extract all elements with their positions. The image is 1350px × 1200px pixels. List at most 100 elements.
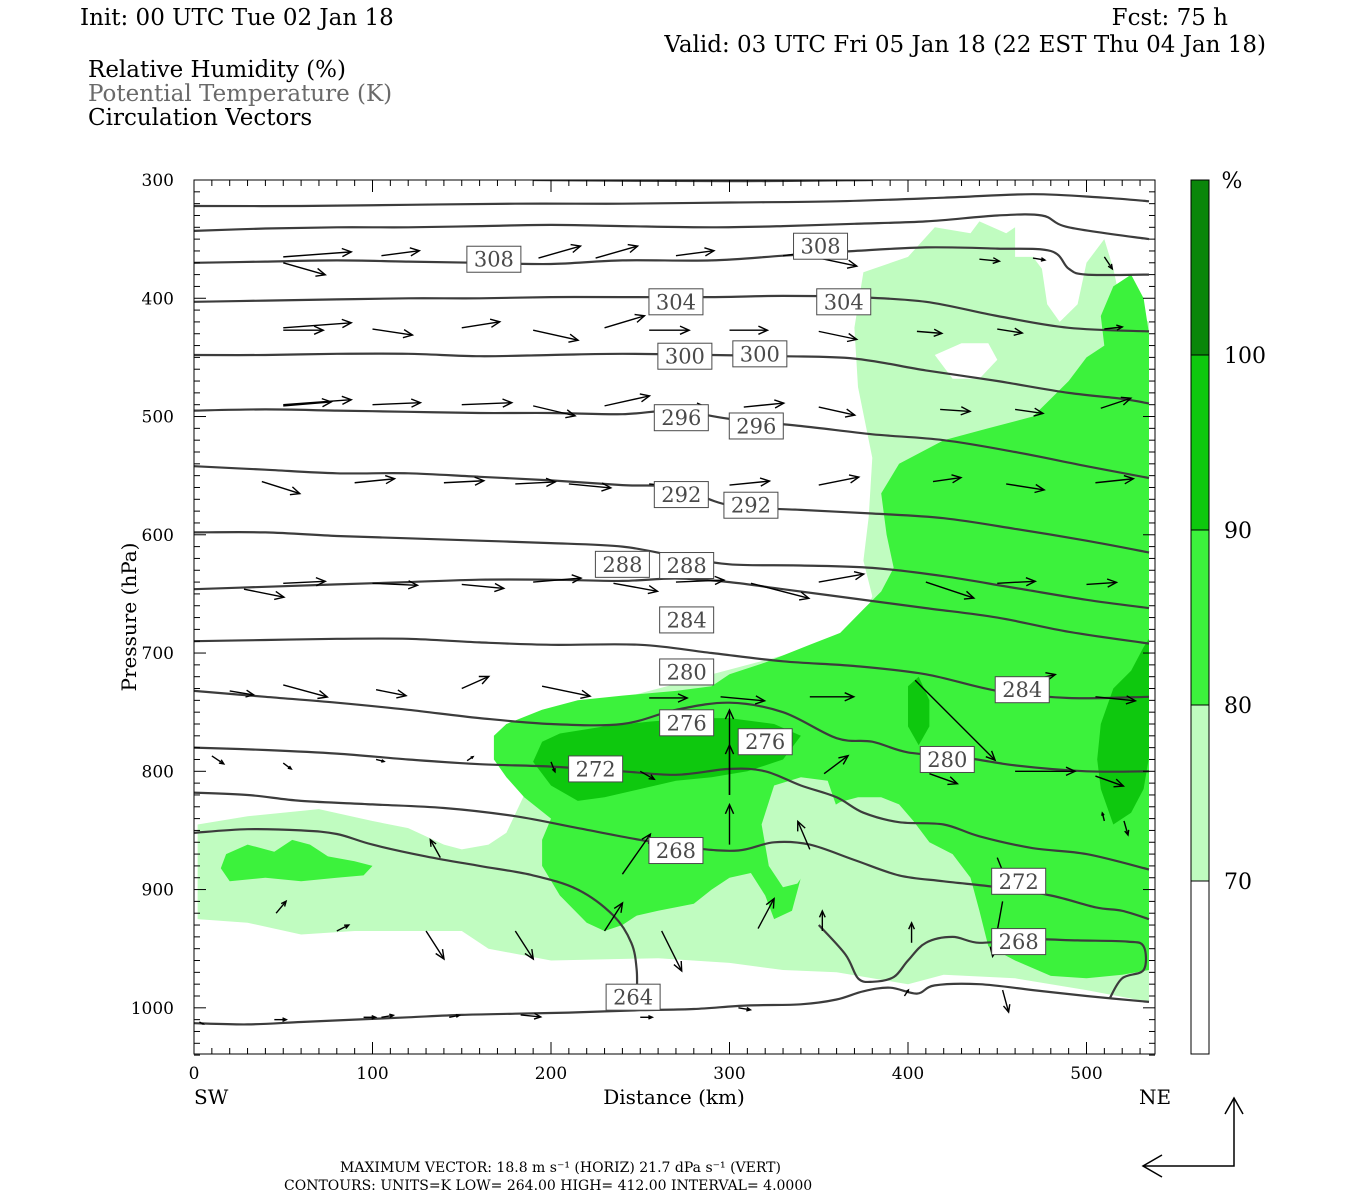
contour-label-text: 284 xyxy=(1002,678,1042,702)
circulation-vector xyxy=(282,762,293,771)
circulation-vector xyxy=(538,243,583,259)
circulation-vector xyxy=(823,754,850,775)
circulation-vector xyxy=(604,393,652,407)
circulation-vector xyxy=(729,325,770,335)
contour-label: 284 xyxy=(994,676,1050,704)
circulation-vector xyxy=(550,761,556,774)
contour-info-note: CONTOURS: UNITS=K LOW= 264.00 HIGH= 412.… xyxy=(284,1178,812,1194)
axis-layer: 300 400 500 600 700 800 900 1000 0 100 200 300 400 50… xyxy=(131,171,1155,1084)
rh-region-80-4 xyxy=(761,777,837,888)
colorbar-segment xyxy=(1191,705,1209,881)
circulation-vector xyxy=(354,474,397,485)
circulation-vector xyxy=(914,679,997,762)
contour-label-text: 276 xyxy=(667,711,707,735)
circulation-vector xyxy=(675,247,716,257)
circulation-vector xyxy=(797,819,811,850)
circulation-vector xyxy=(675,575,726,586)
field-label-theta: Potential Temperature (K) xyxy=(88,81,392,107)
theta-contour-312 xyxy=(194,246,1150,277)
colorbar-segment xyxy=(1191,180,1209,355)
circulation-vector xyxy=(757,897,775,929)
circulation-vector xyxy=(818,330,859,343)
contour-label: 268 xyxy=(991,928,1047,956)
contour-label: 292 xyxy=(653,481,709,509)
y-tick-label: 1000 xyxy=(131,999,174,1019)
colorbar-label: 90 xyxy=(1224,519,1252,544)
circulation-vector xyxy=(932,474,963,484)
contour-label: 276 xyxy=(737,728,793,756)
circulation-vector xyxy=(603,901,624,932)
circulation-vector xyxy=(211,755,226,765)
rh-region-70-1 xyxy=(934,343,998,379)
circulation-vector xyxy=(520,1012,543,1020)
contour-label: 300 xyxy=(732,340,788,368)
circulation-vector xyxy=(283,684,329,700)
circulation-vector xyxy=(1015,407,1045,417)
circulation-vector xyxy=(908,921,916,943)
contour-label: 288 xyxy=(594,550,650,578)
circulation-vector xyxy=(1101,811,1106,822)
contour-label-text: 264 xyxy=(613,986,653,1010)
circulation-vector xyxy=(381,247,422,257)
y-tick-label: 900 xyxy=(142,881,174,901)
circulation-vector xyxy=(466,755,475,762)
circulation-vector xyxy=(283,395,354,406)
x-tick-label: 400 xyxy=(892,1064,924,1084)
contour-label-text: 296 xyxy=(736,414,776,438)
circulation-vector xyxy=(461,318,502,329)
plot-frame xyxy=(193,179,1156,1055)
y-axis-title: Pressure (hPa) xyxy=(117,543,141,692)
x-tick-label: 100 xyxy=(356,1064,388,1084)
contour-label-text: 300 xyxy=(665,345,705,369)
contour-label-text: 272 xyxy=(576,757,616,781)
circulation-vector xyxy=(604,313,647,329)
circulation-vector xyxy=(443,476,486,486)
circulation-vector xyxy=(809,692,856,702)
circulation-vector xyxy=(514,930,535,961)
colorbar-label: 100 xyxy=(1224,344,1266,369)
contour-label-text: 288 xyxy=(602,553,642,577)
circulation-vector xyxy=(649,325,691,335)
circulation-vector xyxy=(724,708,735,795)
max-vector-note: MAXIMUM VECTOR: 18.8 m s⁻¹ (HORIZ) 21.7 … xyxy=(340,1160,781,1176)
circulation-vector xyxy=(568,482,613,492)
vector-layer xyxy=(199,243,1138,1025)
y-tick-label: 800 xyxy=(142,762,174,782)
circulation-vector xyxy=(532,329,580,343)
x-tick-label: 500 xyxy=(1070,1064,1102,1084)
colorbar-segment xyxy=(1191,530,1209,705)
contour-label-text: 276 xyxy=(745,730,785,754)
circulation-vector xyxy=(429,838,441,858)
circulation-vector xyxy=(199,1021,205,1025)
circulation-vector xyxy=(532,405,577,419)
contour-label: 292 xyxy=(723,491,779,519)
colorbar: 70 80 90 100 xyxy=(1190,179,1266,1055)
circulation-vector xyxy=(1104,324,1125,331)
x-end-label-sw: SW xyxy=(194,1085,229,1109)
circulation-vector xyxy=(724,802,735,845)
y-tick-label: 400 xyxy=(142,289,174,309)
contour-label-text: 280 xyxy=(667,660,707,684)
colorbar-frame xyxy=(1190,179,1210,1055)
contour-label-text: 292 xyxy=(661,483,701,507)
circulation-vector xyxy=(743,399,786,409)
circulation-vector xyxy=(1032,257,1047,262)
circulation-vector xyxy=(336,924,351,932)
contour-label: 296 xyxy=(728,412,784,440)
circulation-vector xyxy=(1095,695,1138,705)
plot-area: 308 308 304 304 300 300 296 296 292 292 288 288 284 2… xyxy=(194,180,1150,1026)
circulation-vector xyxy=(461,398,514,408)
circulation-vector xyxy=(261,480,302,496)
x-tick-label: 200 xyxy=(535,1064,567,1084)
circulation-vector xyxy=(363,1014,378,1020)
contour-label: 304 xyxy=(816,288,872,316)
contour-label-text: 296 xyxy=(661,406,701,430)
circulation-vector xyxy=(640,1014,655,1020)
circulation-vector xyxy=(729,477,772,487)
circulation-vector xyxy=(449,1013,462,1018)
contour-label-text: 272 xyxy=(999,870,1039,894)
circulation-vector xyxy=(425,930,445,961)
contour-label: 280 xyxy=(659,658,715,686)
contour-label-text: 304 xyxy=(656,290,696,314)
